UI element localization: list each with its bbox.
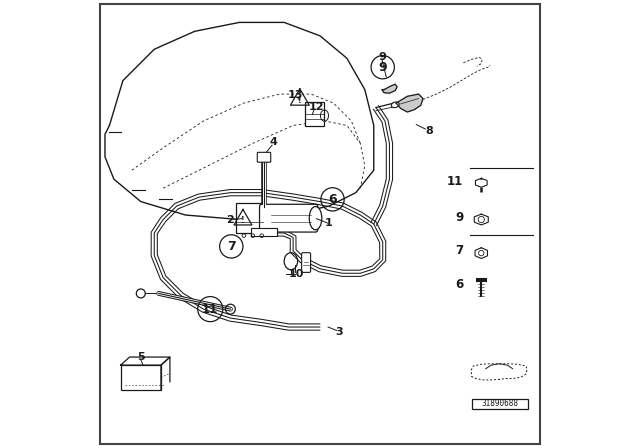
Text: !: ! <box>298 95 301 104</box>
FancyBboxPatch shape <box>301 253 310 272</box>
Text: !: ! <box>241 215 244 224</box>
Text: 9: 9 <box>378 60 387 74</box>
Text: 8: 8 <box>425 126 433 136</box>
Polygon shape <box>476 178 487 187</box>
Text: 7: 7 <box>455 244 463 258</box>
Text: 6: 6 <box>328 193 337 206</box>
Text: 9: 9 <box>455 211 463 224</box>
Text: 2: 2 <box>226 215 234 224</box>
Text: 3: 3 <box>335 327 343 337</box>
Text: 9: 9 <box>378 52 386 62</box>
FancyBboxPatch shape <box>121 365 161 390</box>
Text: 4: 4 <box>270 138 278 147</box>
FancyBboxPatch shape <box>236 203 264 233</box>
Text: 6: 6 <box>455 278 463 291</box>
Ellipse shape <box>309 207 322 230</box>
Polygon shape <box>475 248 488 258</box>
FancyBboxPatch shape <box>472 399 529 409</box>
Text: 13: 13 <box>287 90 303 100</box>
Text: 12: 12 <box>308 102 324 112</box>
Ellipse shape <box>391 102 399 108</box>
Text: 10: 10 <box>289 269 305 279</box>
Polygon shape <box>474 214 488 225</box>
Text: 11: 11 <box>202 302 218 316</box>
FancyBboxPatch shape <box>257 152 271 162</box>
Text: 5: 5 <box>137 352 145 362</box>
FancyBboxPatch shape <box>305 102 324 126</box>
Polygon shape <box>382 84 397 93</box>
Text: 7: 7 <box>227 240 236 253</box>
Polygon shape <box>396 94 423 112</box>
Text: 31890688: 31890688 <box>482 399 519 408</box>
Text: 11: 11 <box>447 175 463 188</box>
Text: 1: 1 <box>325 218 333 228</box>
FancyBboxPatch shape <box>260 204 317 232</box>
FancyBboxPatch shape <box>252 228 278 236</box>
